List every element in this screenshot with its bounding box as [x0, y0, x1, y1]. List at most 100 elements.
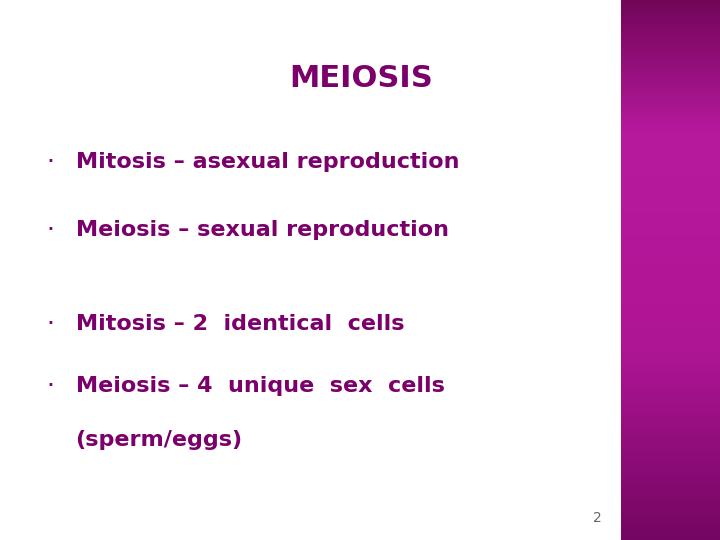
Bar	[621, 275, 720, 278]
Bar	[621, 308, 720, 310]
Bar	[621, 143, 720, 146]
Bar	[621, 491, 720, 494]
Bar	[621, 49, 720, 51]
Bar	[621, 240, 720, 243]
Bar	[621, 335, 720, 338]
Bar	[621, 529, 720, 532]
Bar	[621, 94, 720, 97]
Bar	[621, 84, 720, 86]
Bar	[621, 27, 720, 30]
Bar	[621, 70, 720, 73]
Bar	[621, 532, 720, 535]
Bar	[621, 189, 720, 192]
Bar	[621, 219, 720, 221]
Bar	[621, 221, 720, 224]
Bar	[621, 405, 720, 408]
Text: MEIOSIS: MEIOSIS	[289, 64, 433, 93]
Bar	[621, 11, 720, 14]
Bar	[621, 254, 720, 256]
Bar	[621, 284, 720, 286]
Bar	[621, 421, 720, 424]
Bar	[621, 521, 720, 524]
Bar	[621, 119, 720, 122]
Bar	[621, 238, 720, 240]
Bar	[621, 526, 720, 529]
Bar	[621, 259, 720, 262]
Bar	[621, 278, 720, 281]
Bar	[621, 437, 720, 440]
Bar	[621, 146, 720, 148]
Bar	[621, 165, 720, 167]
Bar	[621, 516, 720, 518]
Bar	[621, 205, 720, 208]
Bar	[621, 73, 720, 76]
Bar	[621, 338, 720, 340]
Bar	[621, 518, 720, 521]
Bar	[621, 194, 720, 197]
Bar	[621, 513, 720, 516]
Bar	[621, 224, 720, 227]
Bar	[621, 327, 720, 329]
Bar	[621, 208, 720, 211]
Bar	[621, 459, 720, 462]
Bar	[621, 86, 720, 89]
Bar	[621, 427, 720, 429]
Bar	[621, 89, 720, 92]
Bar	[621, 35, 720, 38]
Bar	[621, 483, 720, 486]
Bar	[621, 464, 720, 467]
Bar	[621, 57, 720, 59]
Bar	[621, 443, 720, 445]
Bar	[621, 14, 720, 16]
Bar	[621, 192, 720, 194]
Bar	[621, 500, 720, 502]
Bar	[621, 127, 720, 130]
Bar	[621, 108, 720, 111]
Bar	[621, 364, 720, 367]
Bar	[621, 302, 720, 305]
Bar	[621, 448, 720, 451]
Bar	[621, 51, 720, 54]
Bar	[621, 510, 720, 513]
Bar	[621, 3, 720, 5]
Bar	[621, 248, 720, 251]
Bar	[621, 16, 720, 19]
Bar	[621, 408, 720, 410]
Bar	[621, 116, 720, 119]
Bar	[621, 246, 720, 248]
Bar	[621, 435, 720, 437]
Text: Mitosis – asexual reproduction: Mitosis – asexual reproduction	[76, 152, 459, 172]
Bar	[621, 402, 720, 405]
Bar	[621, 54, 720, 57]
Bar	[621, 319, 720, 321]
Bar	[621, 22, 720, 24]
Bar	[621, 524, 720, 526]
Bar	[621, 59, 720, 62]
Bar	[621, 140, 720, 143]
Bar	[621, 265, 720, 267]
Bar	[621, 346, 720, 348]
Bar	[621, 78, 720, 81]
Bar	[621, 262, 720, 265]
Bar	[621, 243, 720, 246]
Bar	[621, 386, 720, 389]
Bar	[621, 305, 720, 308]
Bar	[621, 30, 720, 32]
Bar	[621, 5, 720, 8]
Bar	[621, 186, 720, 189]
Bar	[621, 232, 720, 235]
Bar	[621, 162, 720, 165]
Bar	[621, 424, 720, 427]
Bar	[621, 329, 720, 332]
Bar	[621, 216, 720, 219]
Bar	[621, 508, 720, 510]
Bar	[621, 489, 720, 491]
Bar	[621, 454, 720, 456]
Bar	[621, 105, 720, 108]
Bar	[621, 157, 720, 159]
Bar	[621, 413, 720, 416]
Bar	[621, 184, 720, 186]
Text: ·: ·	[46, 374, 55, 398]
Bar	[621, 103, 720, 105]
Bar	[621, 432, 720, 435]
